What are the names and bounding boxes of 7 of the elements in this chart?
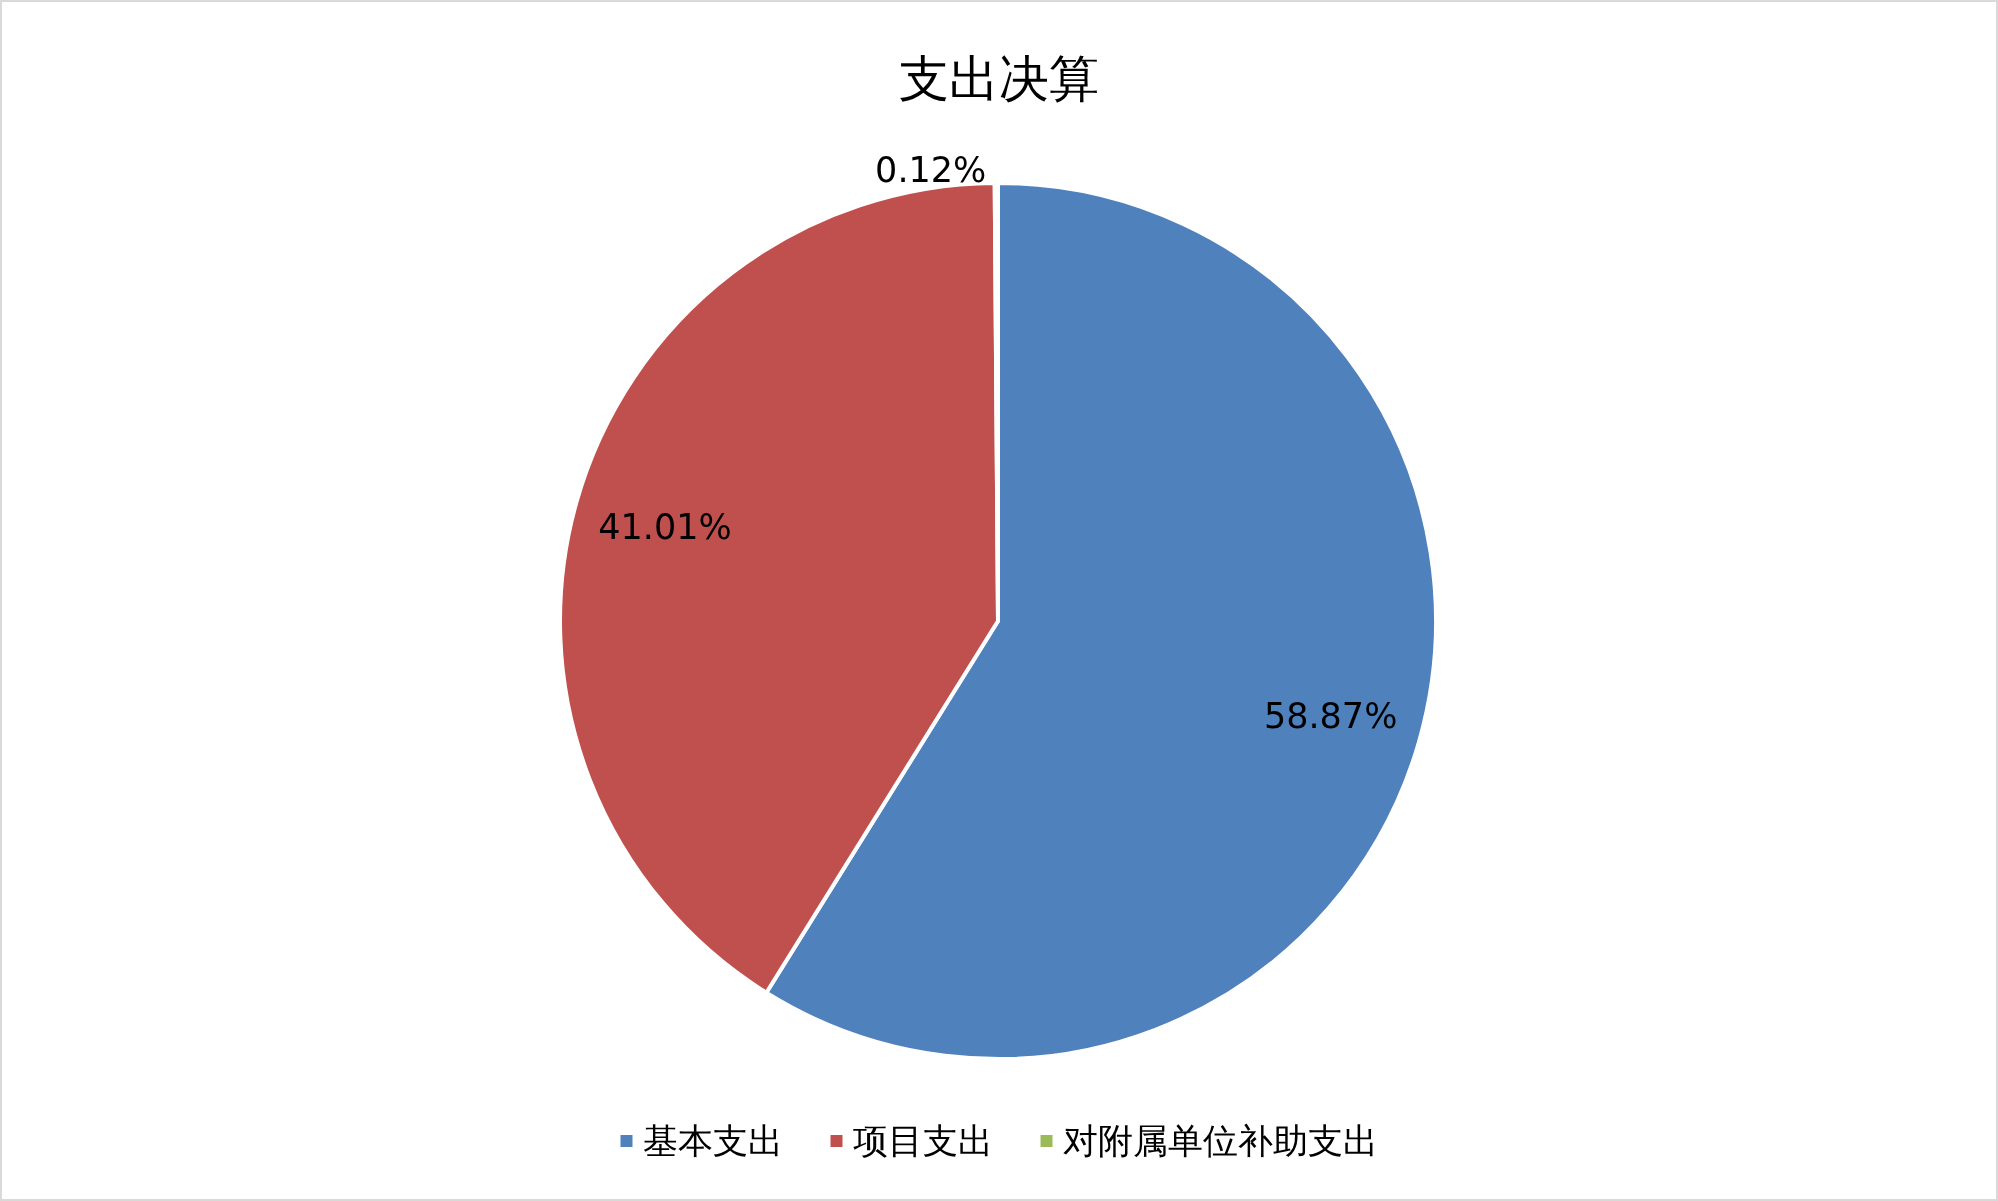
legend-label: 基本支出 — [642, 1121, 783, 1161]
chart-title: 支出决算 — [899, 50, 1099, 108]
data-label: 41.01% — [598, 507, 732, 548]
data-label: 0.12% — [875, 149, 987, 190]
legend-label: 对附属单位补助支出 — [1062, 1121, 1378, 1161]
legend-label: 项目支出 — [852, 1121, 993, 1161]
data-label: 58.87% — [1263, 696, 1398, 737]
